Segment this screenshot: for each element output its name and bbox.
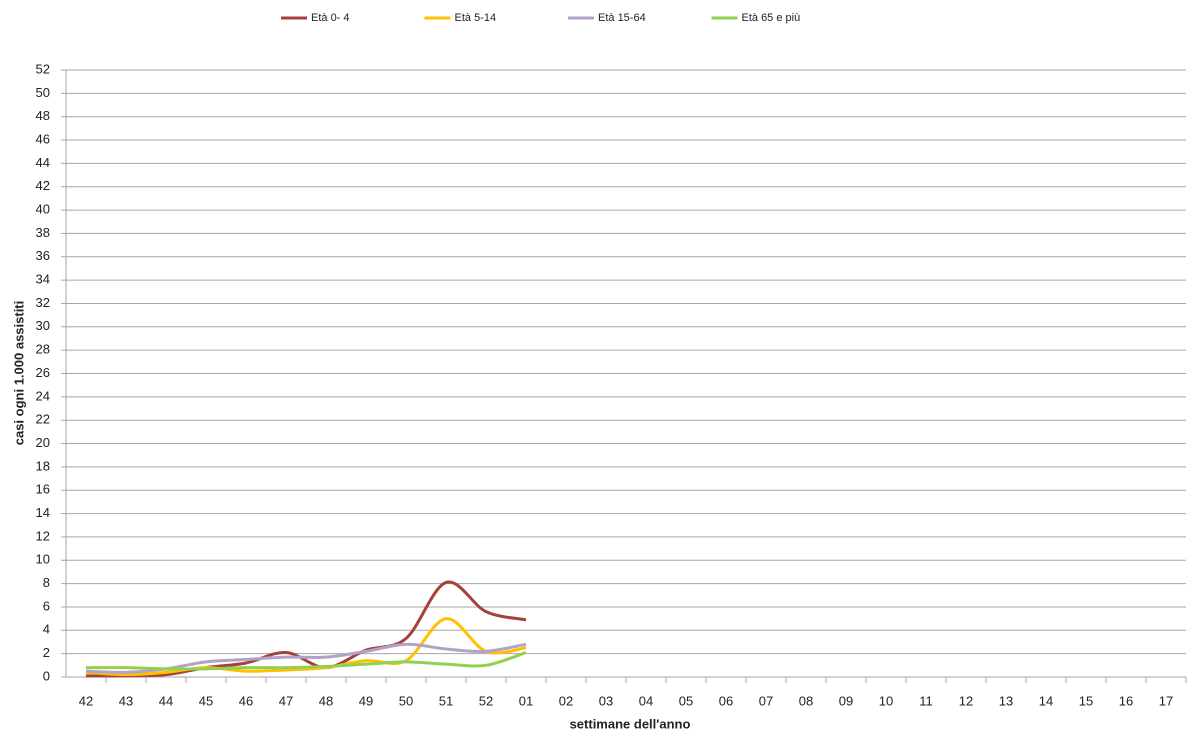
x-tick-label: 05 <box>679 693 693 708</box>
x-tick-label: 43 <box>119 693 133 708</box>
x-tick-label: 08 <box>799 693 813 708</box>
y-tick-label: 12 <box>36 528 50 543</box>
x-tick-label: 07 <box>759 693 773 708</box>
y-tick-label: 52 <box>36 61 50 76</box>
x-tick-label: 45 <box>199 693 213 708</box>
x-tick-label: 06 <box>719 693 733 708</box>
x-tick-label: 09 <box>839 693 853 708</box>
y-tick-label: 40 <box>36 202 50 217</box>
x-tick-label: 42 <box>79 693 93 708</box>
legend-label: Età 65 e più <box>742 12 801 24</box>
x-tick-label: 10 <box>879 693 893 708</box>
x-tick-label: 49 <box>359 693 373 708</box>
y-tick-label: 46 <box>36 131 50 146</box>
x-axis-title: settimane dell'anno <box>570 716 691 731</box>
y-tick-label: 30 <box>36 318 50 333</box>
y-tick-label: 44 <box>36 155 50 170</box>
x-tick-label: 11 <box>919 693 933 708</box>
x-tick-label: 44 <box>159 693 173 708</box>
x-tick-label: 15 <box>1079 693 1093 708</box>
y-tick-label: 18 <box>36 458 50 473</box>
y-tick-label: 16 <box>36 482 50 497</box>
x-tick-label: 13 <box>999 693 1013 708</box>
y-tick-label: 8 <box>43 575 50 590</box>
legend-label: Età 5-14 <box>455 12 497 24</box>
y-tick-label: 26 <box>36 365 50 380</box>
x-tick-label: 47 <box>279 693 293 708</box>
y-tick-label: 0 <box>43 668 50 683</box>
legend-label: Età 0- 4 <box>311 12 350 24</box>
x-tick-label: 02 <box>559 693 573 708</box>
y-tick-label: 14 <box>36 505 50 520</box>
y-axis-title: casi ogni 1.000 assistiti <box>11 301 26 446</box>
y-tick-label: 48 <box>36 108 50 123</box>
y-tick-label: 36 <box>36 248 50 263</box>
x-tick-label: 01 <box>519 693 533 708</box>
x-tick-label: 48 <box>319 693 333 708</box>
x-tick-label: 16 <box>1119 693 1133 708</box>
y-tick-label: 2 <box>43 645 50 660</box>
x-tick-label: 46 <box>239 693 253 708</box>
x-tick-label: 50 <box>399 693 413 708</box>
x-tick-label: 17 <box>1159 693 1173 708</box>
series-line <box>85 651 527 671</box>
series-line <box>85 580 527 678</box>
y-tick-label: 24 <box>36 388 50 403</box>
x-tick-label: 52 <box>479 693 493 708</box>
y-tick-label: 50 <box>36 85 50 100</box>
y-tick-label: 34 <box>36 272 50 287</box>
y-tick-label: 22 <box>36 412 50 427</box>
x-tick-label: 03 <box>599 693 613 708</box>
legend-label: Età 15-64 <box>598 12 646 24</box>
x-tick-label: 51 <box>439 693 453 708</box>
x-tick-label: 04 <box>639 693 653 708</box>
y-tick-label: 6 <box>43 598 50 613</box>
y-tick-label: 10 <box>36 552 50 567</box>
y-tick-label: 32 <box>36 295 50 310</box>
y-tick-label: 28 <box>36 342 50 357</box>
x-tick-label: 14 <box>1039 693 1053 708</box>
y-tick-label: 4 <box>43 622 50 637</box>
series-line <box>85 617 527 677</box>
y-tick-label: 20 <box>36 435 50 450</box>
y-tick-label: 42 <box>36 178 50 193</box>
y-tick-label: 38 <box>36 225 50 240</box>
x-tick-label: 12 <box>959 693 973 708</box>
